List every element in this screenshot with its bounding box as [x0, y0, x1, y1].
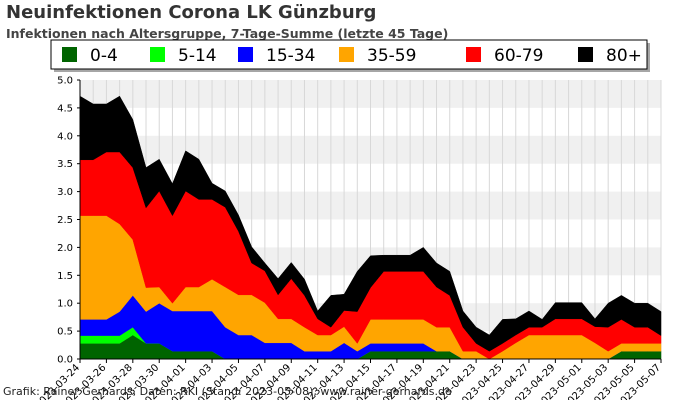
- y-tick-label: 2.5: [57, 215, 73, 226]
- legend-label-15-34: 15-34: [266, 46, 315, 66]
- y-tick-label: 4.0: [57, 131, 73, 142]
- legend-label-5-14: 5-14: [178, 46, 217, 66]
- chart-title: Neuinfektionen Corona LK Günzburg: [6, 2, 377, 23]
- legend-label-60-79: 60-79: [494, 46, 543, 66]
- legend-swatch-5-14: [150, 47, 165, 62]
- legend-label-80plus: 80+: [606, 46, 642, 66]
- y-tick-label: 4.5: [57, 103, 73, 114]
- legend-label-35-59: 35-59: [367, 46, 416, 66]
- legend-swatch-0-4: [62, 47, 77, 62]
- legend-swatch-35-59: [339, 47, 354, 62]
- legend-label-0-4: 0-4: [90, 46, 118, 66]
- area-series-80plus: [79, 95, 662, 352]
- legend-swatch-60-79: [466, 47, 481, 62]
- legend-swatch-15-34: [238, 47, 253, 62]
- credit-text: Grafik: Rainer Gerhards, Daten: RKI (Sta…: [3, 385, 452, 398]
- y-tick-label: 3.5: [57, 159, 73, 170]
- y-tick-label: 5.0: [57, 76, 73, 87]
- y-tick-label: 3.0: [57, 187, 73, 198]
- y-tick-label: 1.5: [57, 271, 73, 282]
- chart-subtitle: Infektionen nach Altersgruppe, 7-Tage-Su…: [6, 26, 449, 41]
- y-tick-label: 2.0: [57, 243, 73, 254]
- y-tick-label: 0.0: [57, 355, 73, 366]
- legend-swatch-80plus: [578, 47, 593, 62]
- legend: 0-4 5-14 15-34 35-59 60-79 80+: [50, 39, 650, 72]
- y-tick-label: 0.5: [57, 327, 73, 338]
- y-tick-label: 1.0: [57, 299, 73, 310]
